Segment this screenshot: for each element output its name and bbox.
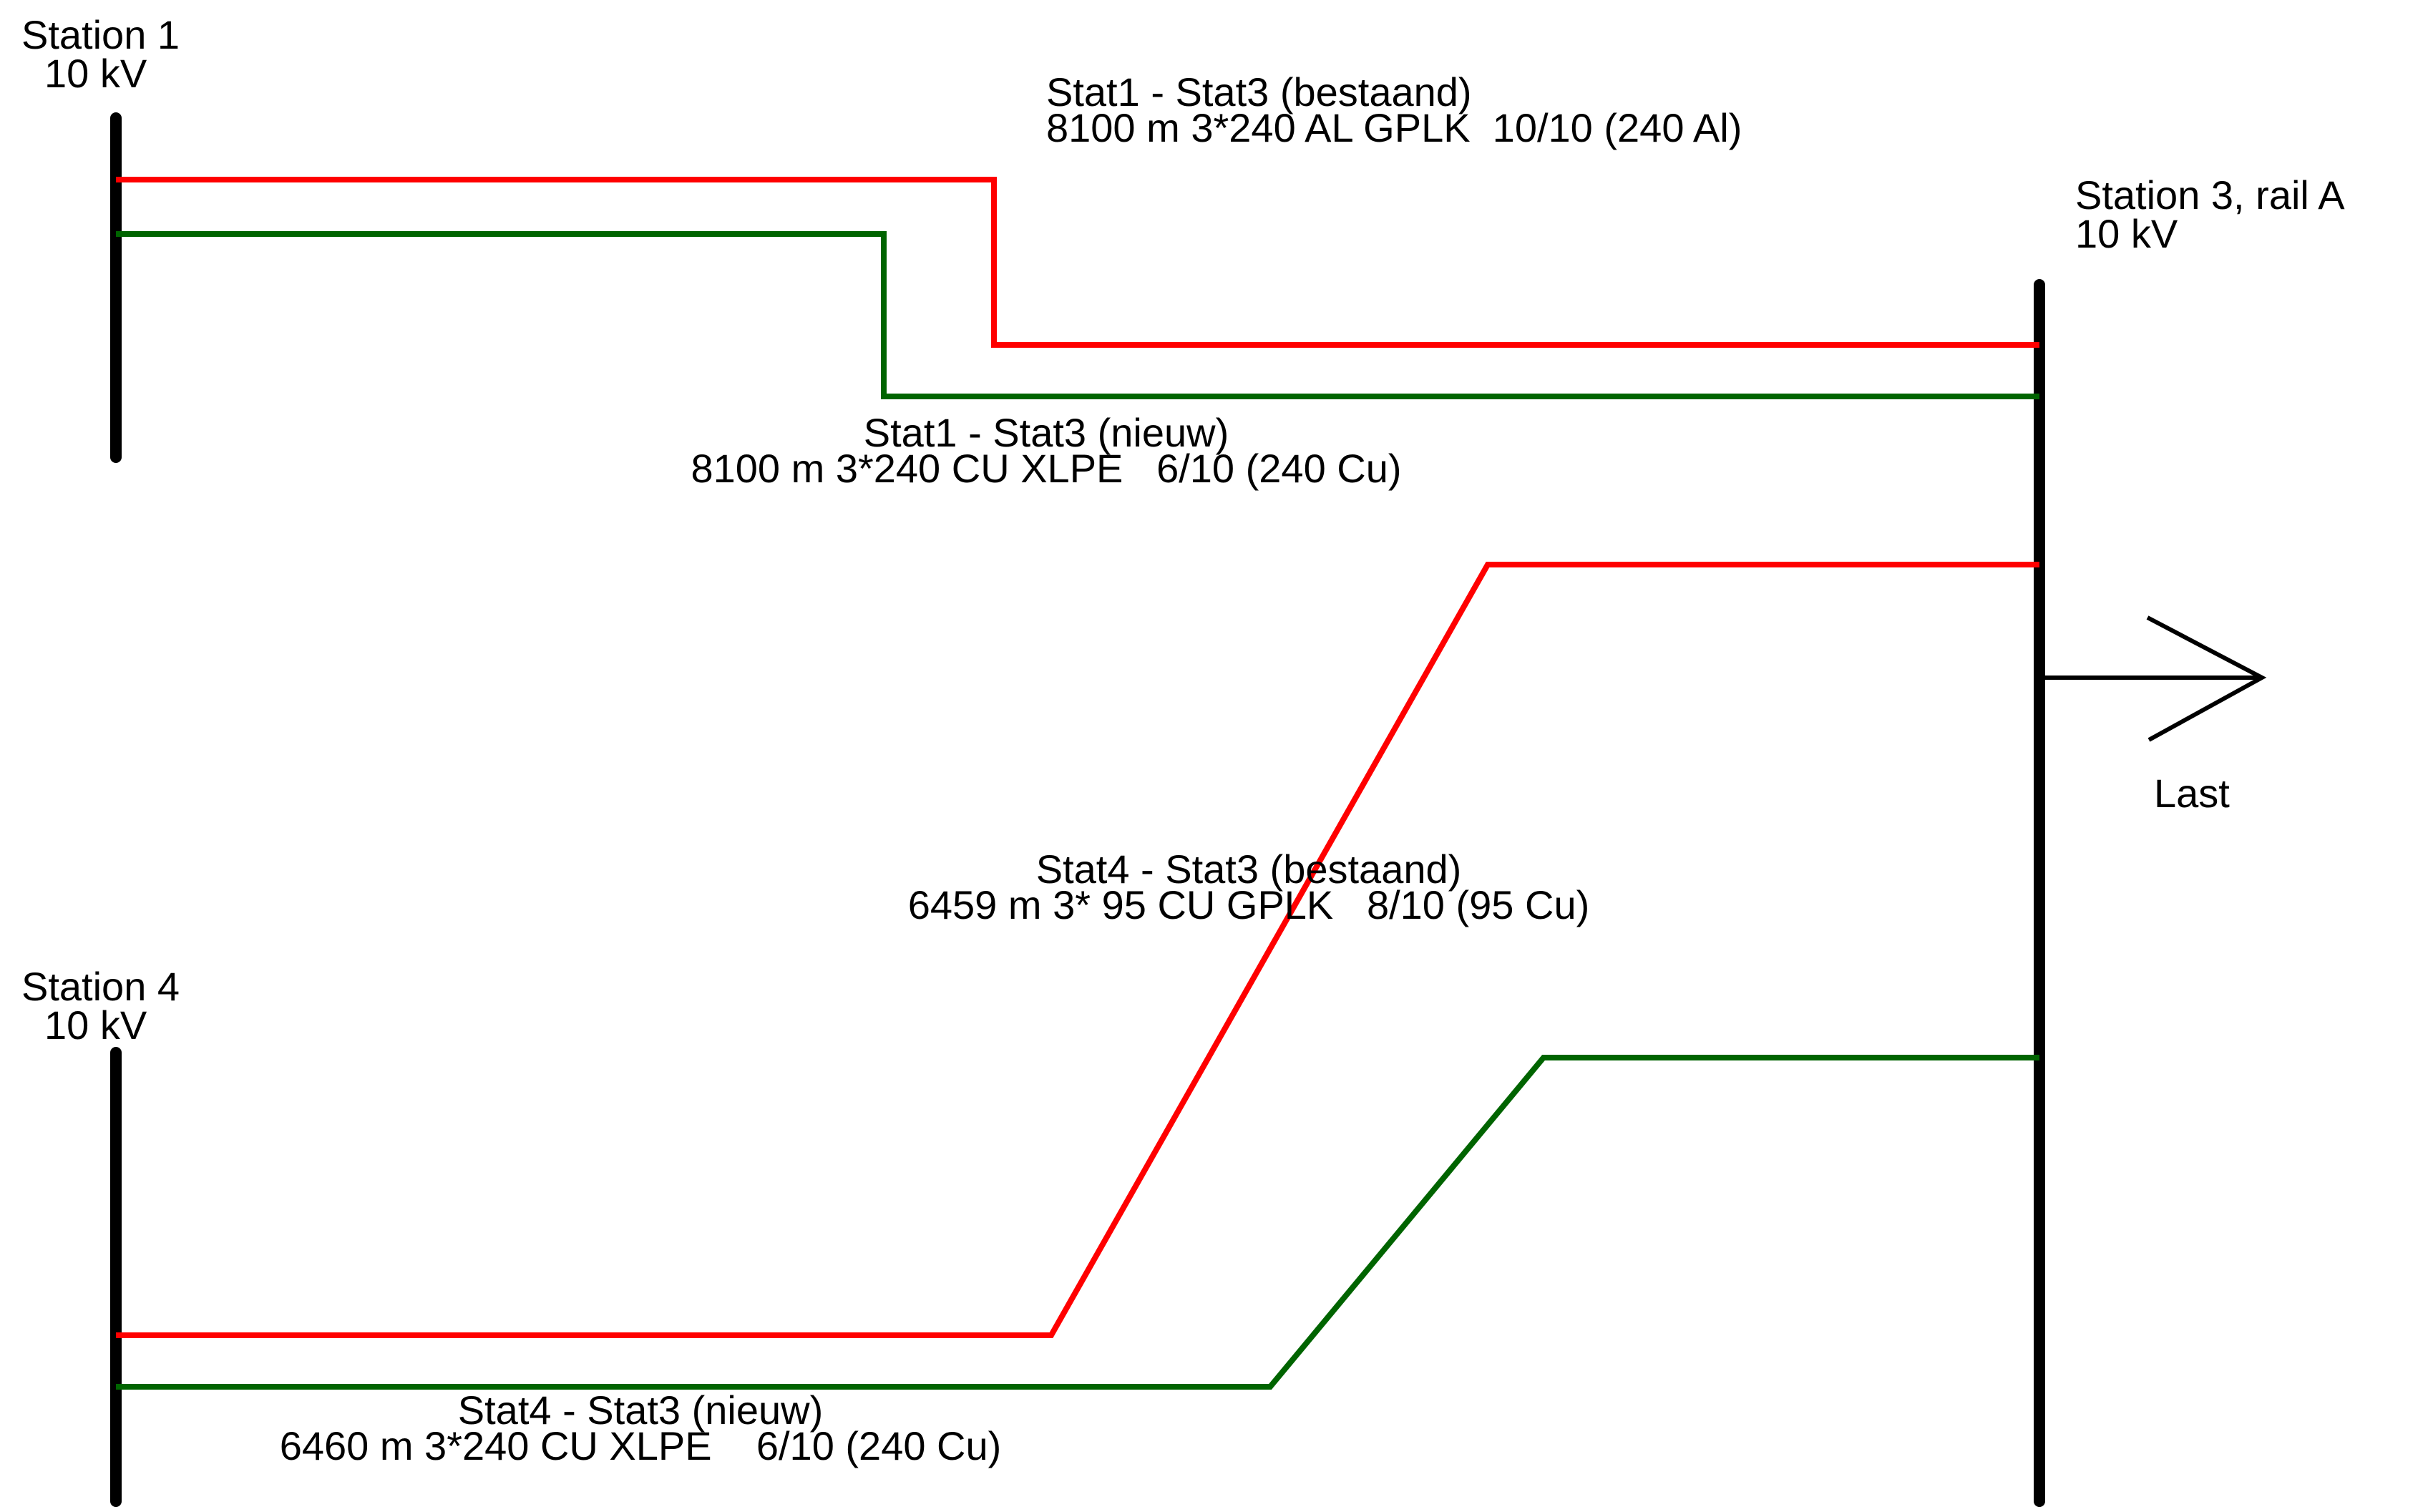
svg-text:10 kV: 10 kV [2075,211,2178,256]
svg-text:8100 m 3*240 CU XLPE 6/10 (2: 8100 m 3*240 CU XLPE 6/10 (240 Cu) [691,446,1401,491]
svg-text:6459 m 3* 95 CU GPLK 8/10 (9: 6459 m 3* 95 CU GPLK 8/10 (95 Cu) [908,882,1590,927]
svg-text:8100 m 3*240 AL GPLK 10/10 (2: 8100 m 3*240 AL GPLK 10/10 (240 Al) [1046,105,1742,150]
svg-text:10 kV: 10 kV [44,1003,147,1048]
svg-text:6460 m 3*240 CU XLPE 6/10 (: 6460 m 3*240 CU XLPE 6/10 (240 Cu) [280,1423,1002,1468]
svg-text:Last: Last [2154,771,2230,816]
svg-text:10 kV: 10 kV [44,51,147,96]
